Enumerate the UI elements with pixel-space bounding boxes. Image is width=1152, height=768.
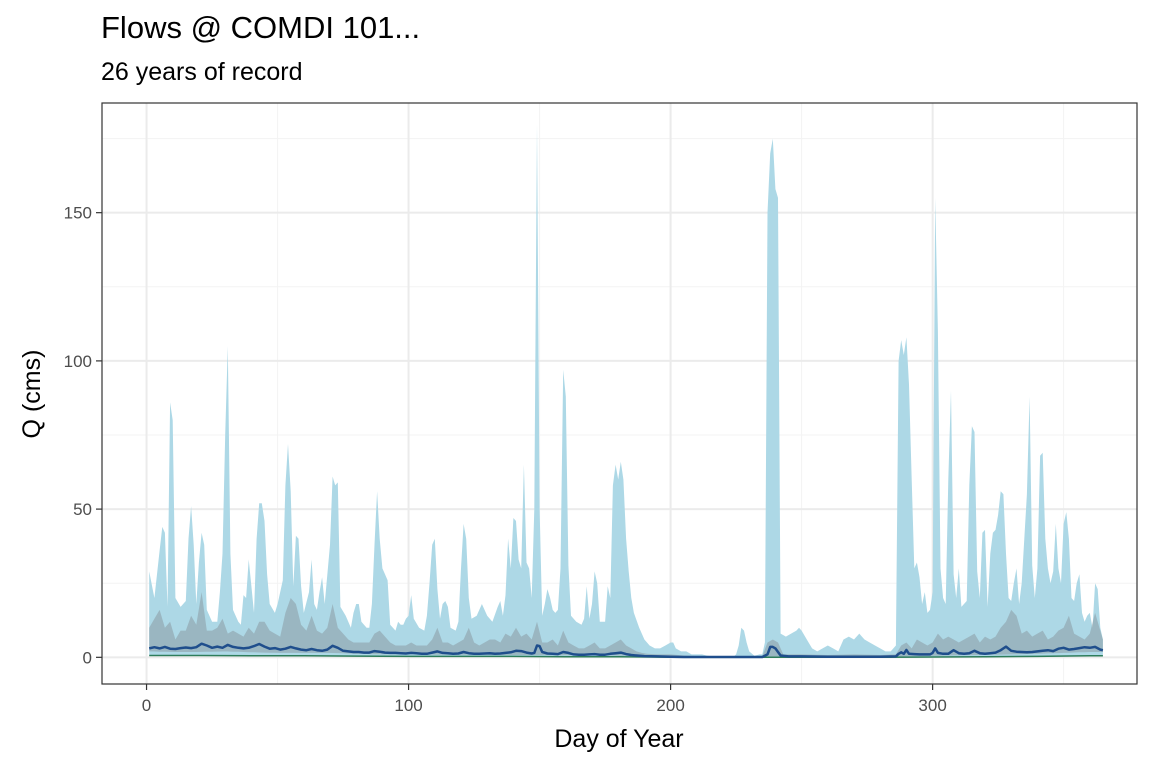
x-tick-label: 0 [142,696,151,715]
axes: 0 100 200 300 0 50 100 150 [64,204,947,715]
data-layer [148,123,1104,659]
x-tick-label: 200 [656,696,684,715]
chart-subtitle: 26 years of record [101,58,303,86]
max-flow-band [149,123,1103,658]
y-tick-label: 100 [64,352,92,371]
x-tick-label: 300 [918,696,946,715]
x-axis-title: Day of Year [554,725,683,753]
y-tick-label: 150 [64,204,92,223]
x-tick-label: 100 [394,696,422,715]
quartile-flow-band [149,592,1103,657]
panel-border [101,102,1138,685]
chart-title: Flows @ COMDI 101... [101,10,421,45]
y-axis-title: Q (cms) [18,350,46,439]
median-flow-line [148,642,1104,659]
y-tick-label: 0 [83,648,92,667]
y-tick-label: 50 [73,500,92,519]
